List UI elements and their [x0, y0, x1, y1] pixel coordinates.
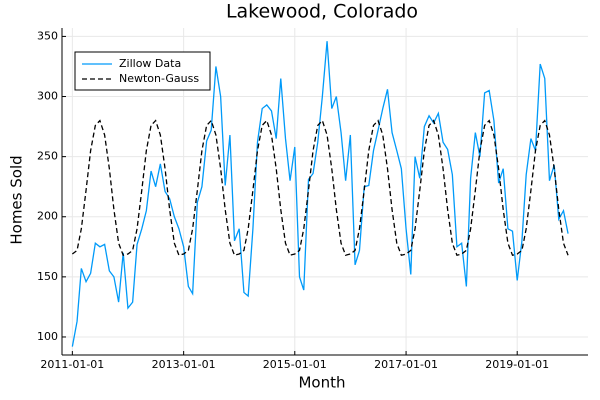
x-axis-label: Month	[298, 374, 345, 392]
y-tick-label: 350	[37, 29, 58, 42]
legend-label: Newton-Gauss	[119, 72, 199, 85]
y-tick-label: 100	[37, 330, 58, 343]
series-line	[71, 41, 569, 347]
y-tick-label: 200	[37, 210, 58, 223]
x-tick-label: 2017-01-01	[374, 358, 438, 371]
series-line	[71, 119, 569, 256]
x-tick-label: 2015-01-01	[263, 358, 327, 371]
x-tick-label: 2013-01-01	[152, 358, 216, 371]
y-tick-label: 150	[37, 270, 58, 283]
legend-label: Zillow Data	[119, 57, 181, 70]
legend-box	[74, 51, 211, 91]
y-tick-label: 250	[37, 150, 58, 163]
y-tick-label: 300	[37, 90, 58, 103]
y-axis-label: Homes Sold	[8, 155, 26, 244]
x-tick-label: 2011-01-01	[40, 358, 104, 371]
chart-title: Lakewood, Colorado	[226, 1, 418, 23]
x-tick-label: 2019-01-01	[485, 358, 549, 371]
